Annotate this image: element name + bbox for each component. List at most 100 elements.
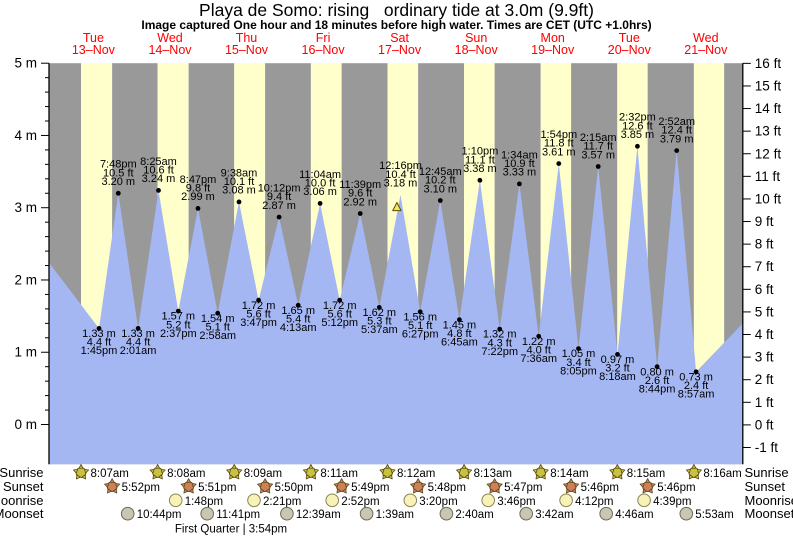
svg-text:Image captured One hour and 18: Image captured One hour and 18 minutes b… bbox=[141, 18, 651, 32]
svg-text:8:16am: 8:16am bbox=[703, 468, 741, 480]
svg-text:3:20pm: 3:20pm bbox=[419, 496, 457, 508]
svg-text:First Quarter | 3:54pm: First Quarter | 3:54pm bbox=[175, 524, 287, 536]
svg-text:13–Nov: 13–Nov bbox=[72, 43, 116, 57]
svg-text:5 ft: 5 ft bbox=[755, 304, 774, 319]
svg-text:7:36am: 7:36am bbox=[520, 353, 557, 365]
svg-text:8:13am: 8:13am bbox=[474, 468, 512, 480]
svg-text:4:46am: 4:46am bbox=[615, 509, 653, 521]
svg-text:5:46pm: 5:46pm bbox=[581, 482, 619, 494]
svg-text:5:51pm: 5:51pm bbox=[198, 482, 236, 494]
svg-text:3:42am: 3:42am bbox=[535, 509, 573, 521]
svg-text:Sunrise: Sunrise bbox=[0, 465, 44, 480]
svg-text:2:52am: 2:52am bbox=[658, 116, 695, 128]
svg-text:6 ft: 6 ft bbox=[755, 282, 774, 297]
svg-text:12 ft: 12 ft bbox=[755, 146, 782, 161]
svg-text:1:54pm: 1:54pm bbox=[540, 129, 577, 141]
svg-text:-1 ft: -1 ft bbox=[755, 440, 779, 455]
svg-text:2:32pm: 2:32pm bbox=[619, 112, 656, 124]
svg-text:8:11am: 8:11am bbox=[320, 468, 358, 480]
svg-text:8:05pm: 8:05pm bbox=[560, 365, 597, 377]
svg-text:4:12pm: 4:12pm bbox=[575, 496, 613, 508]
svg-text:8:15am: 8:15am bbox=[627, 468, 665, 480]
svg-text:5:37am: 5:37am bbox=[361, 324, 398, 336]
svg-text:11:41pm: 11:41pm bbox=[216, 509, 260, 521]
svg-text:5:12pm: 5:12pm bbox=[321, 317, 358, 329]
svg-text:8:09am: 8:09am bbox=[244, 468, 282, 480]
svg-text:8:07am: 8:07am bbox=[91, 468, 129, 480]
svg-text:Moonset: Moonset bbox=[745, 506, 793, 521]
svg-text:5:47pm: 5:47pm bbox=[504, 482, 542, 494]
svg-text:8:18am: 8:18am bbox=[599, 371, 636, 383]
svg-text:Moonset: Moonset bbox=[0, 506, 44, 521]
svg-text:5:46pm: 5:46pm bbox=[657, 482, 695, 494]
svg-text:2:58am: 2:58am bbox=[199, 330, 236, 342]
svg-text:2 ft: 2 ft bbox=[755, 372, 774, 387]
svg-text:7 ft: 7 ft bbox=[755, 259, 774, 274]
svg-text:21–Nov: 21–Nov bbox=[684, 43, 728, 57]
svg-text:9:38am: 9:38am bbox=[221, 167, 258, 179]
svg-text:11:04am: 11:04am bbox=[299, 169, 341, 181]
svg-text:4 m: 4 m bbox=[14, 128, 37, 143]
svg-text:12:45am: 12:45am bbox=[419, 166, 462, 178]
svg-text:3 ft: 3 ft bbox=[755, 350, 774, 365]
svg-text:2:21pm: 2:21pm bbox=[263, 496, 301, 508]
svg-text:1:45pm: 1:45pm bbox=[81, 345, 118, 357]
svg-text:8:44pm: 8:44pm bbox=[639, 384, 676, 396]
svg-text:5:52pm: 5:52pm bbox=[122, 482, 160, 494]
svg-text:12:16pm: 12:16pm bbox=[379, 160, 422, 172]
svg-text:8:47pm: 8:47pm bbox=[180, 174, 217, 186]
svg-text:13 ft: 13 ft bbox=[755, 124, 782, 139]
svg-text:7:22pm: 7:22pm bbox=[481, 346, 518, 358]
svg-text:16–Nov: 16–Nov bbox=[302, 43, 346, 57]
svg-text:8:08am: 8:08am bbox=[167, 468, 205, 480]
svg-text:4:13am: 4:13am bbox=[280, 322, 317, 334]
svg-text:3 m: 3 m bbox=[14, 200, 37, 215]
svg-text:2 m: 2 m bbox=[14, 272, 37, 287]
svg-text:8:25am: 8:25am bbox=[140, 156, 177, 168]
svg-text:15 ft: 15 ft bbox=[755, 78, 782, 93]
svg-text:2:40am: 2:40am bbox=[455, 509, 493, 521]
svg-text:5:50pm: 5:50pm bbox=[275, 482, 313, 494]
svg-text:1:10pm: 1:10pm bbox=[462, 146, 499, 158]
svg-text:5:48pm: 5:48pm bbox=[428, 482, 466, 494]
svg-text:8:12am: 8:12am bbox=[397, 468, 435, 480]
svg-text:12:39am: 12:39am bbox=[296, 509, 341, 521]
svg-text:10 ft: 10 ft bbox=[755, 191, 782, 206]
svg-text:1 ft: 1 ft bbox=[755, 395, 774, 410]
svg-text:2:37pm: 2:37pm bbox=[160, 328, 197, 340]
svg-text:3:47pm: 3:47pm bbox=[240, 317, 277, 329]
svg-text:16 ft: 16 ft bbox=[755, 56, 782, 71]
svg-text:6:27pm: 6:27pm bbox=[402, 329, 439, 341]
svg-text:2:01am: 2:01am bbox=[120, 345, 157, 357]
svg-text:5:53am: 5:53am bbox=[695, 509, 733, 521]
svg-text:8 ft: 8 ft bbox=[755, 237, 774, 252]
svg-text:11 ft: 11 ft bbox=[755, 169, 781, 184]
svg-text:5:49pm: 5:49pm bbox=[351, 482, 389, 494]
svg-text:9 ft: 9 ft bbox=[755, 214, 774, 229]
svg-text:6:45am: 6:45am bbox=[441, 337, 478, 349]
svg-text:0 ft: 0 ft bbox=[755, 417, 774, 432]
svg-text:4 ft: 4 ft bbox=[755, 327, 774, 342]
svg-text:3:46pm: 3:46pm bbox=[497, 496, 535, 508]
svg-text:14–Nov: 14–Nov bbox=[148, 43, 192, 57]
svg-text:4:39pm: 4:39pm bbox=[653, 496, 691, 508]
svg-text:0 m: 0 m bbox=[14, 417, 37, 432]
svg-text:19–Nov: 19–Nov bbox=[531, 43, 575, 57]
svg-text:Playa de Somo: rising ordina: Playa de Somo: rising ordinary tide at 3… bbox=[199, 0, 594, 20]
svg-text:1 m: 1 m bbox=[14, 345, 37, 360]
svg-text:2:52pm: 2:52pm bbox=[341, 496, 379, 508]
svg-text:18–Nov: 18–Nov bbox=[455, 43, 499, 57]
svg-text:7:48pm: 7:48pm bbox=[100, 159, 137, 171]
svg-text:10:12pm: 10:12pm bbox=[258, 183, 301, 195]
svg-text:2:15am: 2:15am bbox=[580, 132, 617, 144]
svg-text:20–Nov: 20–Nov bbox=[608, 43, 652, 57]
svg-text:14 ft: 14 ft bbox=[755, 101, 782, 116]
svg-text:1:39am: 1:39am bbox=[376, 509, 414, 521]
svg-text:1:48pm: 1:48pm bbox=[185, 496, 223, 508]
svg-text:17–Nov: 17–Nov bbox=[378, 43, 422, 57]
svg-text:11:39pm: 11:39pm bbox=[339, 179, 381, 191]
svg-text:Sunrise: Sunrise bbox=[745, 465, 789, 480]
svg-text:15–Nov: 15–Nov bbox=[225, 43, 269, 57]
svg-text:8:57am: 8:57am bbox=[678, 389, 715, 401]
svg-text:5 m: 5 m bbox=[14, 56, 37, 71]
